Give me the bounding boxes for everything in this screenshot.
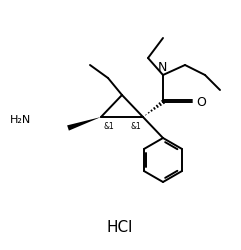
Text: H₂N: H₂N xyxy=(10,115,31,125)
Text: HCl: HCl xyxy=(107,220,133,236)
Text: O: O xyxy=(196,96,206,108)
Text: &1: &1 xyxy=(130,122,141,131)
Polygon shape xyxy=(67,117,101,130)
Text: &1: &1 xyxy=(103,122,114,131)
Text: N: N xyxy=(157,61,167,74)
